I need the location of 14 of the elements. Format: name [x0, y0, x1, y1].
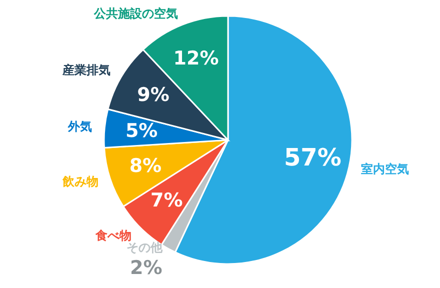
- data-label: 5%: [125, 120, 158, 142]
- slice-label: その他: [126, 240, 164, 254]
- slice-label: 外気: [67, 119, 92, 134]
- slice-label: 公共施設の空気: [92, 6, 178, 20]
- data-label: 2%: [130, 257, 162, 280]
- data-label: 57%: [284, 143, 342, 172]
- slice-label: 食べ物: [94, 228, 132, 243]
- data-label: 8%: [129, 155, 162, 178]
- data-label: 7%: [150, 190, 183, 212]
- slice-label: 室内空気: [361, 162, 410, 176]
- data-label: 12%: [173, 47, 219, 70]
- slice-label: 産業排気: [62, 62, 111, 77]
- slice-label: 飲み物: [61, 174, 98, 188]
- data-label: 9%: [137, 84, 170, 106]
